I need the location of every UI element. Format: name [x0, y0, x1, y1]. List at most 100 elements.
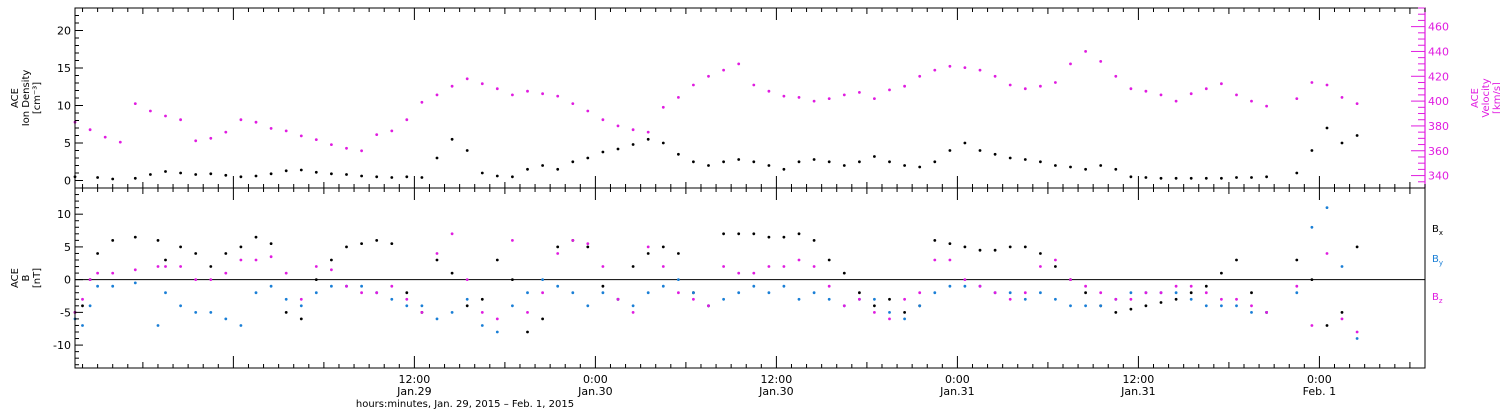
ion-density-point — [360, 174, 363, 178]
bz-point — [812, 265, 816, 268]
time-tick-label: 12:00 — [399, 373, 431, 386]
velocity-point — [888, 88, 891, 92]
ion-density-point — [1174, 176, 1178, 180]
bz-point — [1174, 284, 1178, 288]
by-point — [1023, 297, 1027, 301]
velocity-point — [1295, 97, 1299, 100]
ion-density-point — [1235, 176, 1238, 179]
bz-point — [948, 258, 952, 262]
ion-density-point — [495, 174, 499, 178]
bz-point — [179, 265, 183, 268]
velocity-series — [73, 50, 1359, 153]
bx-point — [858, 291, 861, 295]
bx-point — [1340, 311, 1344, 314]
bz-point — [963, 278, 967, 281]
bx-point — [586, 245, 590, 249]
ion-density-point — [707, 164, 710, 167]
y-tick-label: 10 — [57, 208, 71, 221]
velocity-point — [827, 97, 831, 100]
bx-point — [1129, 307, 1133, 311]
bz-point — [96, 271, 99, 275]
velocity-point — [692, 83, 695, 87]
bz-point — [677, 291, 680, 295]
by-point — [1325, 206, 1329, 210]
velocity-point — [1340, 96, 1344, 99]
ion-density-point — [1039, 160, 1042, 164]
by-point — [1174, 291, 1178, 295]
by-point — [1355, 337, 1359, 340]
bz-point — [797, 258, 801, 262]
density-axis-label-line-2: Ion Density — [21, 70, 32, 127]
legend-bz-sub: z — [1439, 297, 1443, 305]
bx-point — [299, 317, 303, 321]
velocity-point — [797, 96, 801, 99]
bz-point — [1129, 297, 1133, 301]
ion-density-point — [1099, 164, 1103, 167]
top-panel: 0 5 10 15 20 340 360 380 400 420 440 460 ACE Ion D… — [10, 7, 1500, 189]
by-point — [1054, 297, 1057, 301]
legend-bx: Bx — [1432, 224, 1443, 237]
bz-point — [586, 242, 590, 246]
bx-point — [254, 235, 258, 239]
by-point — [963, 284, 967, 288]
velocity-point — [616, 124, 620, 128]
bz-point — [692, 297, 695, 301]
density-axis-label-line-3: [cm⁻³] — [32, 82, 43, 114]
ion-density-point — [918, 165, 922, 169]
bx-point — [526, 330, 529, 334]
velocity-point — [948, 64, 952, 68]
field-axis-label-line-1: ACE — [10, 268, 21, 288]
velocity-point — [601, 118, 605, 122]
bx-point — [556, 245, 560, 249]
velocity-point — [1174, 99, 1178, 103]
by-point — [827, 297, 831, 301]
ion-density-point — [405, 175, 409, 179]
ion-density-point — [164, 170, 167, 173]
bz-point — [1144, 291, 1148, 295]
velocity-point — [405, 118, 409, 122]
bz-point — [827, 284, 831, 288]
by-point — [722, 297, 725, 301]
bz-point — [360, 291, 363, 295]
velocity-point — [345, 146, 348, 150]
ion-density-point — [1189, 176, 1193, 180]
by-point — [1340, 265, 1344, 268]
by-point — [284, 297, 288, 301]
velocity-point — [707, 74, 710, 78]
velocity-point — [450, 84, 454, 88]
by-point — [450, 311, 454, 314]
velocity-point — [903, 84, 906, 88]
bx-point — [812, 239, 816, 242]
ion-density-point — [1129, 175, 1133, 179]
velocity-point — [526, 89, 529, 93]
by-point — [601, 291, 605, 295]
ion-density-point — [1008, 156, 1012, 160]
ion-density-point — [827, 160, 831, 164]
ion-density-point — [480, 171, 484, 175]
ion-density-point — [111, 177, 115, 181]
by-point — [646, 291, 650, 295]
bx-point — [1355, 245, 1359, 249]
ion-density-point — [96, 176, 99, 179]
velocity-axis: 340 360 380 400 420 440 460 — [1411, 7, 1449, 189]
by-point — [812, 291, 816, 295]
bz-point — [782, 265, 786, 268]
by-point — [1295, 291, 1299, 295]
velocity-point — [1129, 87, 1133, 91]
bz-point — [1054, 258, 1057, 262]
date-tick-label: Jan.30 — [758, 385, 793, 398]
ion-density-point — [812, 158, 816, 161]
ion-density-point — [420, 176, 424, 179]
bx-point — [1023, 245, 1027, 249]
y-tick-label: 20 — [57, 25, 71, 38]
by-point — [360, 284, 363, 288]
time-tick-labels: 12:00Jan.290:00Jan.3012:00Jan.300:00Jan.… — [396, 373, 1336, 398]
by-point — [420, 304, 424, 308]
ion-density-point — [541, 164, 544, 167]
bx-point — [646, 252, 650, 255]
y-tick-label: -10 — [53, 339, 71, 352]
ion-density-point — [1054, 164, 1057, 167]
by-point — [661, 284, 665, 288]
by-point — [330, 284, 333, 288]
bz-point — [435, 252, 439, 255]
